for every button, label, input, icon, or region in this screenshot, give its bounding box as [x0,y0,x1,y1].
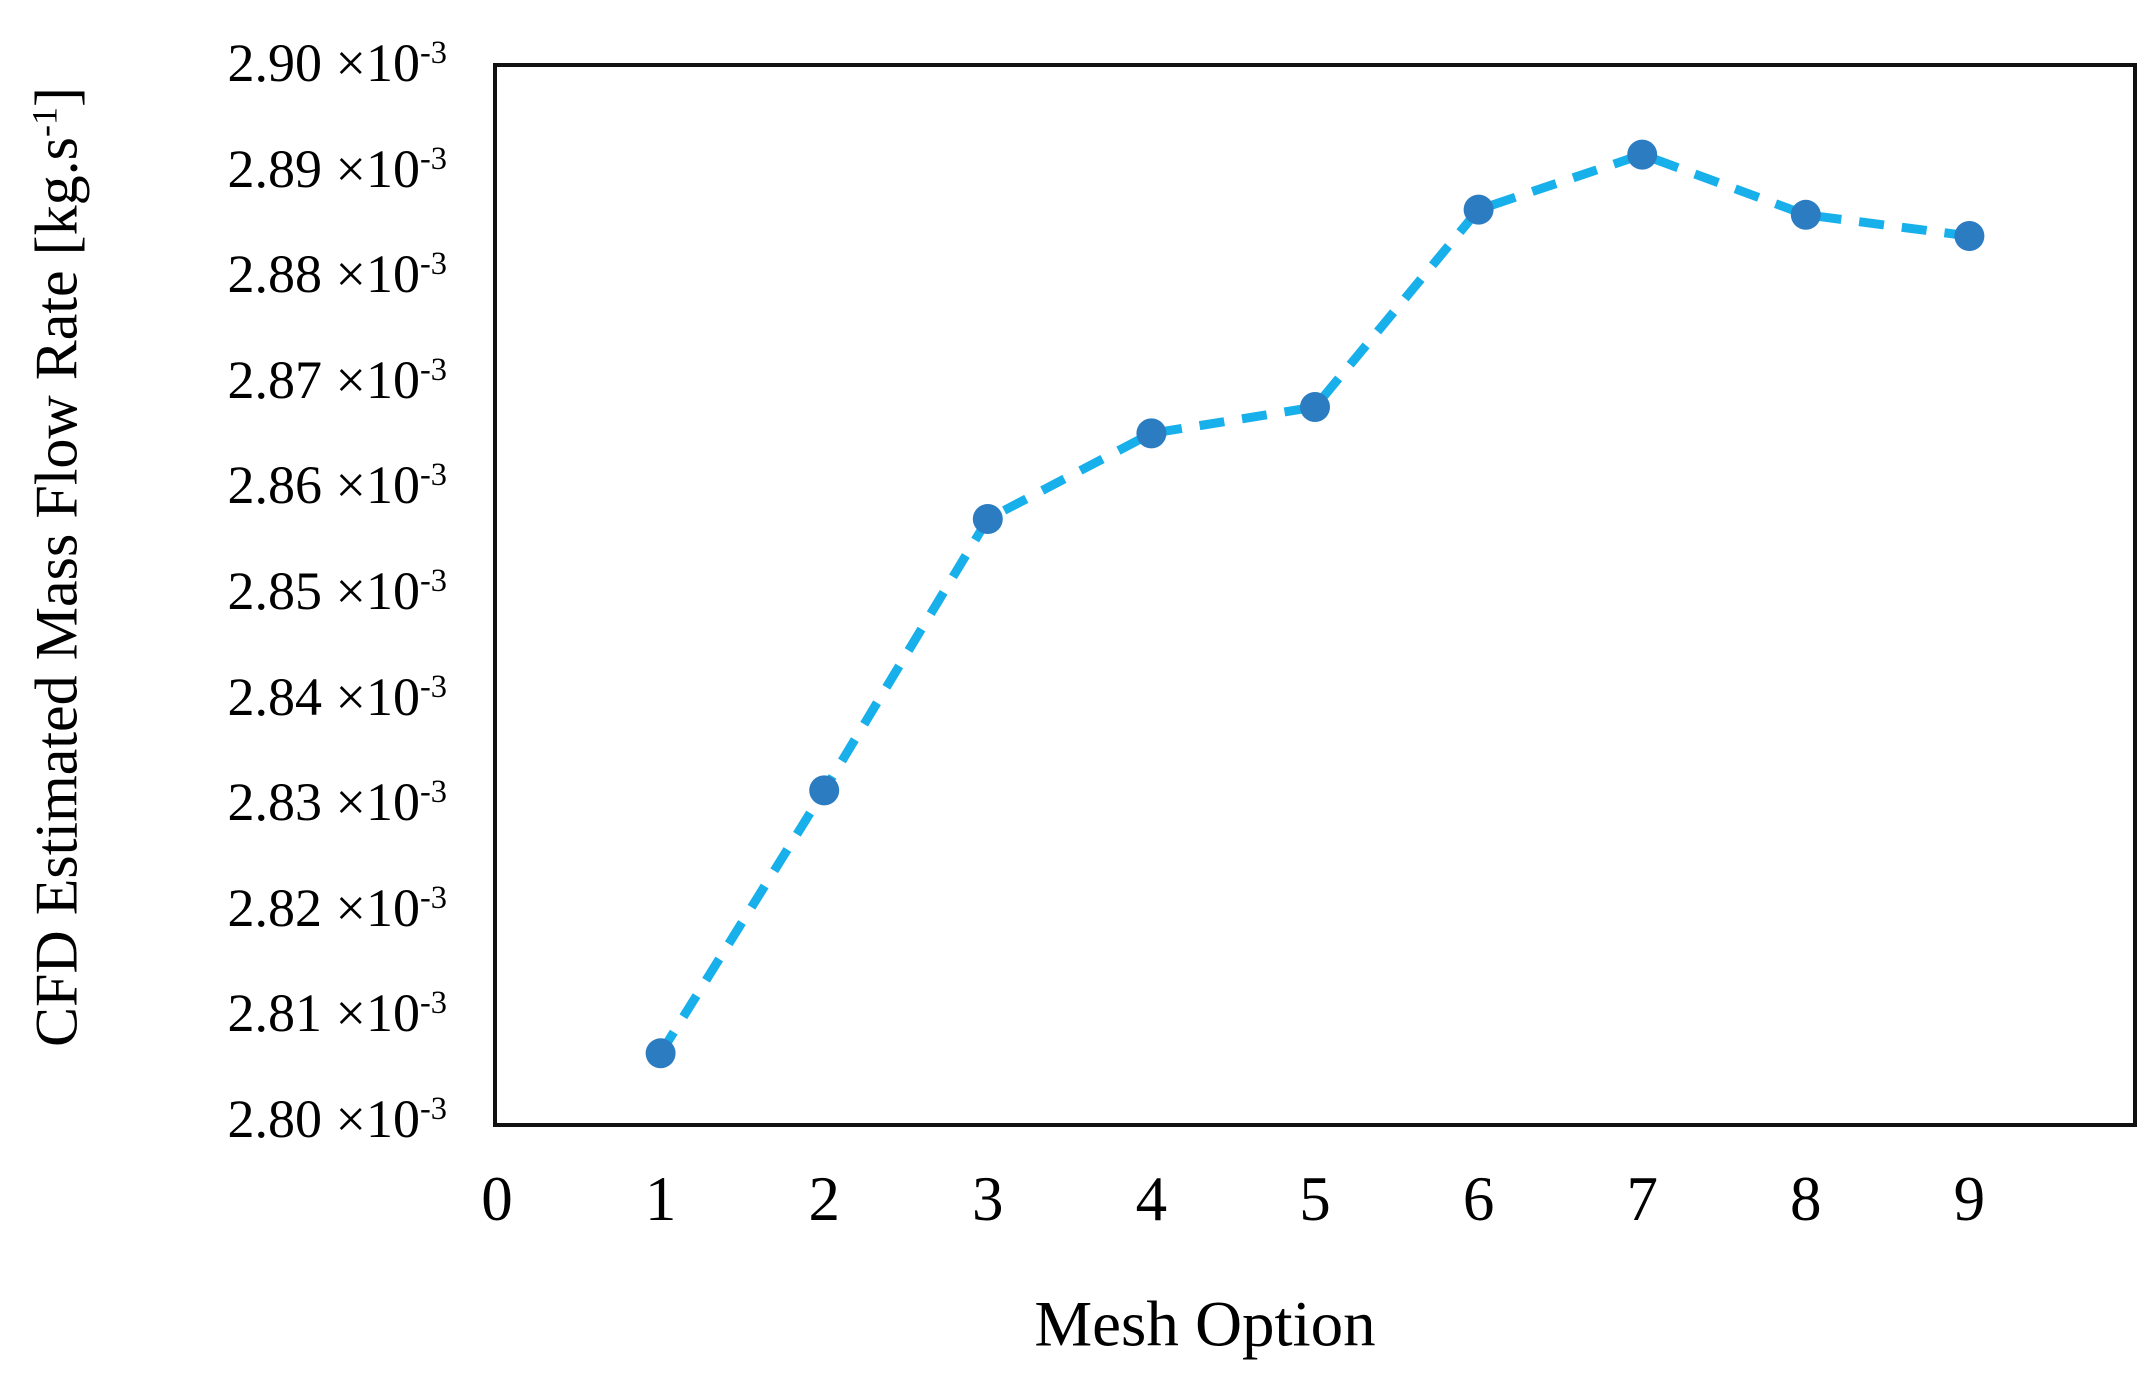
y-tick-label: 2.88 ×10-3 [227,244,447,305]
data-point-3 [972,504,1003,534]
data-point-7 [1627,139,1658,170]
y-tick-label: 2.84 ×10-3 [227,666,447,727]
y-tick-label: 2.90 ×10-3 [227,33,447,93]
x-tick-label: 3 [972,1164,1004,1234]
data-series-svg [645,139,1985,1069]
x-axis-title: Mesh Option [1034,1288,1376,1361]
data-point-5 [1300,392,1330,422]
data-point-8 [1790,199,1821,230]
y-tick-label: 2.81 ×10-3 [227,983,447,1044]
x-tick-label: 8 [1790,1164,1822,1234]
x-tick-label: 9 [1953,1164,1986,1234]
y-tick-label: 2.85 ×10-3 [227,561,447,621]
x-tick-label: 1 [644,1164,677,1234]
data-point-6 [1463,194,1494,225]
x-tick-label: 4 [1135,1164,1168,1234]
y-tick-label: 2.80 ×10-3 [227,1089,447,1149]
series-line [656,149,1970,1056]
y-tick-label: 2.82 ×10-3 [227,877,447,938]
x-tick-label: 0 [481,1164,513,1234]
y-tick-label: 2.86 ×10-3 [227,455,447,516]
y-tick-label: 2.87 ×10-3 [227,349,447,410]
y-tick-label: 2.83 ×10-3 [227,772,447,833]
data-point-2 [809,775,840,806]
data-point-9 [1954,221,1985,251]
x-tick-label: 2 [808,1164,840,1234]
data-point-1 [645,1038,676,1069]
x-tick-label: 5 [1299,1164,1331,1234]
x-tick-label: 7 [1626,1164,1658,1234]
y-axis-title-superscript: -1 [24,106,65,137]
plot-area [493,63,2137,1127]
x-tick-label: 6 [1462,1164,1495,1234]
data-point-4 [1136,418,1167,449]
y-tick-label: 2.89 ×10-3 [227,138,447,199]
y-axis-title-bracket: ] [23,87,90,107]
